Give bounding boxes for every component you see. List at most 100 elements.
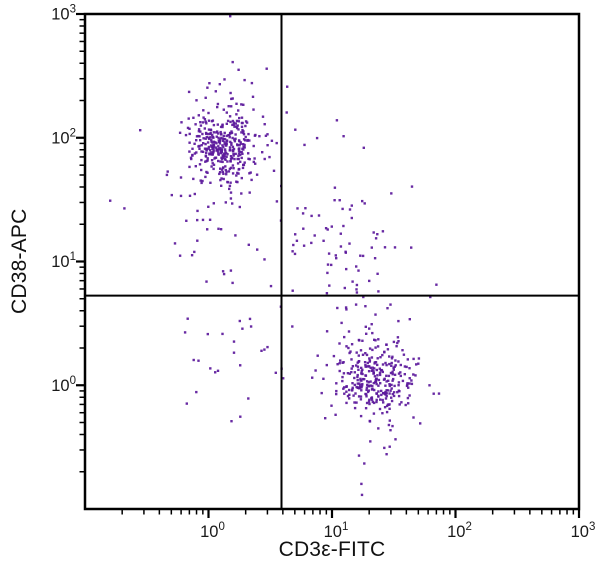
data-point <box>231 172 235 175</box>
data-point <box>419 422 422 425</box>
data-point <box>199 124 203 127</box>
data-point <box>204 96 207 99</box>
data-point <box>275 200 279 203</box>
data-point <box>382 401 385 404</box>
data-point <box>374 380 378 384</box>
data-point <box>221 160 224 164</box>
data-point <box>200 181 203 185</box>
data-point <box>428 384 431 387</box>
data-point <box>286 85 289 88</box>
data-point <box>391 392 394 396</box>
data-point <box>242 130 245 133</box>
data-point <box>348 242 351 245</box>
data-point <box>109 199 112 202</box>
data-point <box>364 352 367 355</box>
data-point <box>371 348 374 352</box>
data-point <box>199 121 202 124</box>
tick-label: 103 <box>51 4 76 24</box>
data-point <box>390 364 393 367</box>
data-point <box>201 132 204 136</box>
data-point <box>241 128 244 132</box>
data-point <box>210 165 213 168</box>
data-point <box>310 214 313 218</box>
data-point <box>215 135 218 138</box>
data-point <box>348 372 351 375</box>
data-point <box>232 121 235 124</box>
data-point <box>233 125 236 128</box>
data-point <box>324 227 328 230</box>
data-point <box>218 172 221 176</box>
data-point <box>401 379 405 383</box>
data-point <box>244 124 247 128</box>
data-point <box>203 147 207 150</box>
data-point <box>405 384 409 388</box>
data-point <box>397 372 401 375</box>
tick-marks-layer <box>76 12 581 518</box>
data-point <box>236 124 239 127</box>
data-point <box>397 319 400 323</box>
y-axis-title: CD38-APC <box>8 208 31 315</box>
data-point <box>315 136 319 140</box>
data-point <box>235 119 239 123</box>
data-point <box>231 202 234 205</box>
tick-label: 100 <box>51 375 76 395</box>
data-point <box>374 361 378 364</box>
data-point <box>363 361 367 364</box>
data-point <box>241 166 245 170</box>
data-point <box>390 383 393 387</box>
data-point <box>188 141 191 144</box>
data-point <box>220 136 223 140</box>
data-point <box>332 354 336 358</box>
data-point <box>364 374 367 377</box>
data-point <box>215 142 218 145</box>
data-point <box>372 370 375 373</box>
data-point <box>346 394 350 398</box>
data-point <box>373 338 376 341</box>
data-point <box>368 398 371 401</box>
data-point <box>370 246 373 249</box>
data-point <box>178 254 182 257</box>
data-point <box>394 438 397 441</box>
data-point <box>219 228 223 231</box>
data-point <box>330 225 333 228</box>
data-point <box>266 133 269 136</box>
data-point <box>195 151 198 154</box>
data-point <box>359 395 363 398</box>
data-point <box>216 130 219 133</box>
data-point <box>322 377 325 380</box>
data-point <box>334 254 337 257</box>
data-point <box>255 173 259 176</box>
data-point <box>211 162 214 165</box>
data-point <box>232 152 235 156</box>
data-point <box>218 171 222 174</box>
data-point <box>223 157 227 160</box>
data-point <box>429 295 432 299</box>
data-point <box>227 170 231 173</box>
data-point <box>393 384 396 388</box>
data-point <box>327 252 331 255</box>
data-point <box>237 120 240 123</box>
data-point <box>350 389 354 392</box>
data-point <box>217 132 220 135</box>
data-point <box>207 128 211 131</box>
data-point <box>221 170 224 174</box>
data-point <box>229 131 232 135</box>
data-point <box>249 325 253 328</box>
data-point <box>359 254 362 257</box>
data-point <box>237 128 240 131</box>
data-point <box>192 177 195 181</box>
data-point <box>391 424 394 428</box>
data-point <box>397 340 400 343</box>
data-point <box>348 393 351 396</box>
data-point <box>173 242 177 245</box>
data-point <box>237 68 240 71</box>
data-point <box>212 143 215 147</box>
data-point <box>252 144 255 148</box>
tick-label: 102 <box>51 127 76 147</box>
data-point <box>350 371 353 374</box>
data-point <box>370 356 374 359</box>
data-point <box>304 207 307 210</box>
data-point <box>204 137 207 140</box>
data-point <box>225 170 228 173</box>
data-point <box>229 269 233 272</box>
